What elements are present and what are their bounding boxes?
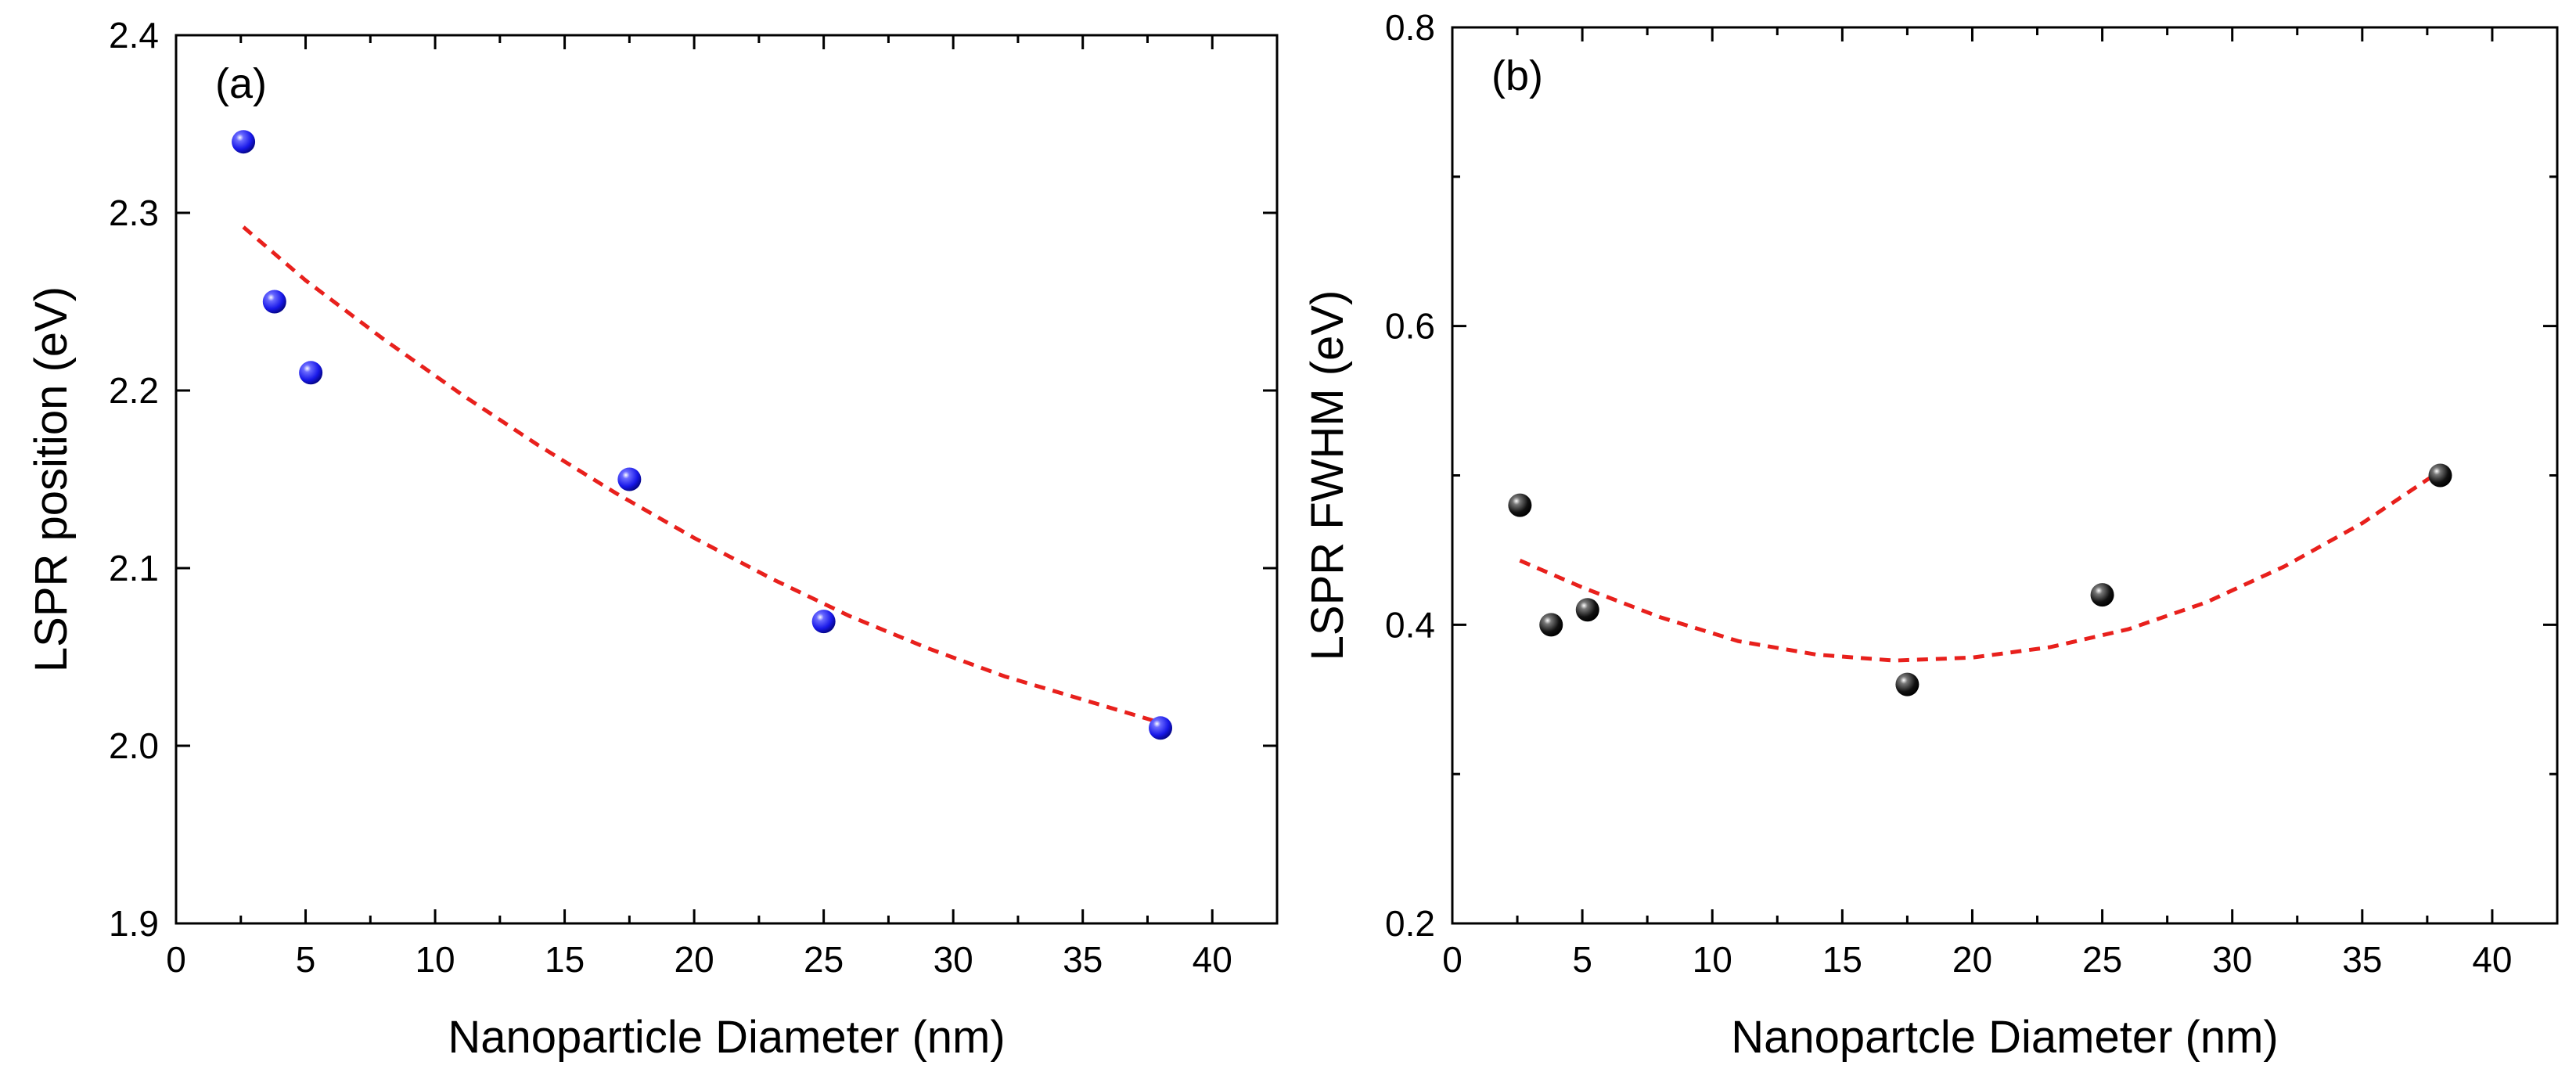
chart-a-y-tick-label: 2.0: [109, 725, 159, 766]
chart-a-y-tick-label: 2.1: [109, 548, 159, 588]
chart-a-x-tick-label: 15: [545, 939, 585, 980]
panel-a: 0 5 10 15 20 25 30 35 40 1.9 2.0 2.1 2.2 2.3 2.4 Nanopa…: [26, 15, 1279, 1063]
chart-b-x-tick-label: 10: [1693, 939, 1732, 980]
chart-a-plot-frame: [174, 34, 1279, 925]
chart-b-y-tick-label: 0.6: [1385, 306, 1435, 347]
chart-b-data-point: [1895, 672, 1919, 696]
chart-a-y-tick-label: 1.9: [109, 903, 159, 944]
chart-a-x-axis-title: Nanoparticle Diameter (nm): [448, 1012, 1005, 1063]
chart-a-y-tick-label: 2.3: [109, 193, 159, 233]
chart-b-x-tick-label: 40: [2472, 939, 2512, 980]
chart-a-data-point: [617, 467, 642, 491]
chart-b-x-tick-label: 5: [1572, 939, 1592, 980]
chart-a-data-point: [232, 130, 256, 154]
chart-a-fit-curve: [242, 225, 1161, 725]
panel-b: 0 5 10 15 20 25 30 35 40 0.2 0.4 0.6 0.8 Nanopartcle …: [1302, 7, 2559, 1063]
chart-b-data-point: [2428, 463, 2452, 488]
chart-b-fit-curve: [1519, 469, 2441, 663]
chart-b-panel-label: (b): [1491, 52, 1543, 99]
chart-b-y-tick-label: 0.2: [1385, 903, 1435, 944]
chart-b-y-tick-label: 0.4: [1385, 604, 1435, 645]
chart-a-y-axis-title: LSPR position (eV): [26, 286, 77, 672]
chart-b-y-axis-title: LSPR FWHM (eV): [1302, 290, 1353, 661]
chart-b-data-point: [2090, 583, 2114, 607]
chart-b-x-tick-label: 30: [2212, 939, 2252, 980]
chart-a-data-point: [811, 610, 836, 634]
chart-b-data-point: [1575, 598, 1599, 622]
chart-a-x-tick-label: 10: [415, 939, 455, 980]
chart-a-panel-label: (a): [215, 60, 267, 107]
chart-a-x-tick-label: 0: [166, 939, 186, 980]
chart-a-y-tick-label: 2.2: [109, 370, 159, 411]
chart-a-data-point: [299, 361, 323, 385]
chart-b-x-tick-label: 20: [1952, 939, 1992, 980]
chart-a-data-point: [262, 290, 286, 314]
chart-a-x-tick-label: 20: [675, 939, 714, 980]
chart-a-x-tick-label: 35: [1063, 939, 1103, 980]
chart-a-data-point: [1149, 716, 1173, 740]
chart-b-plot-frame: [1451, 26, 2559, 925]
chart-b-data-point: [1539, 613, 1563, 637]
chart-a-y-tick-label: 2.4: [109, 15, 159, 56]
chart-a-x-tick-label: 5: [296, 939, 316, 980]
chart-b-x-tick-label: 0: [1442, 939, 1462, 980]
chart-b-x-axis-title: Nanopartcle Diameter (nm): [1731, 1012, 2278, 1063]
chart-a-x-tick-label: 25: [804, 939, 844, 980]
chart-b-x-tick-label: 15: [1822, 939, 1862, 980]
chart-b-x-tick-label: 25: [2082, 939, 2122, 980]
chart-a-x-tick-label: 30: [934, 939, 973, 980]
chart-b-data-point: [1508, 493, 1532, 517]
chart-a-x-tick-label: 40: [1193, 939, 1232, 980]
chart-b-y-tick-label: 0.8: [1385, 7, 1435, 48]
chart-b-x-tick-label: 35: [2342, 939, 2382, 980]
